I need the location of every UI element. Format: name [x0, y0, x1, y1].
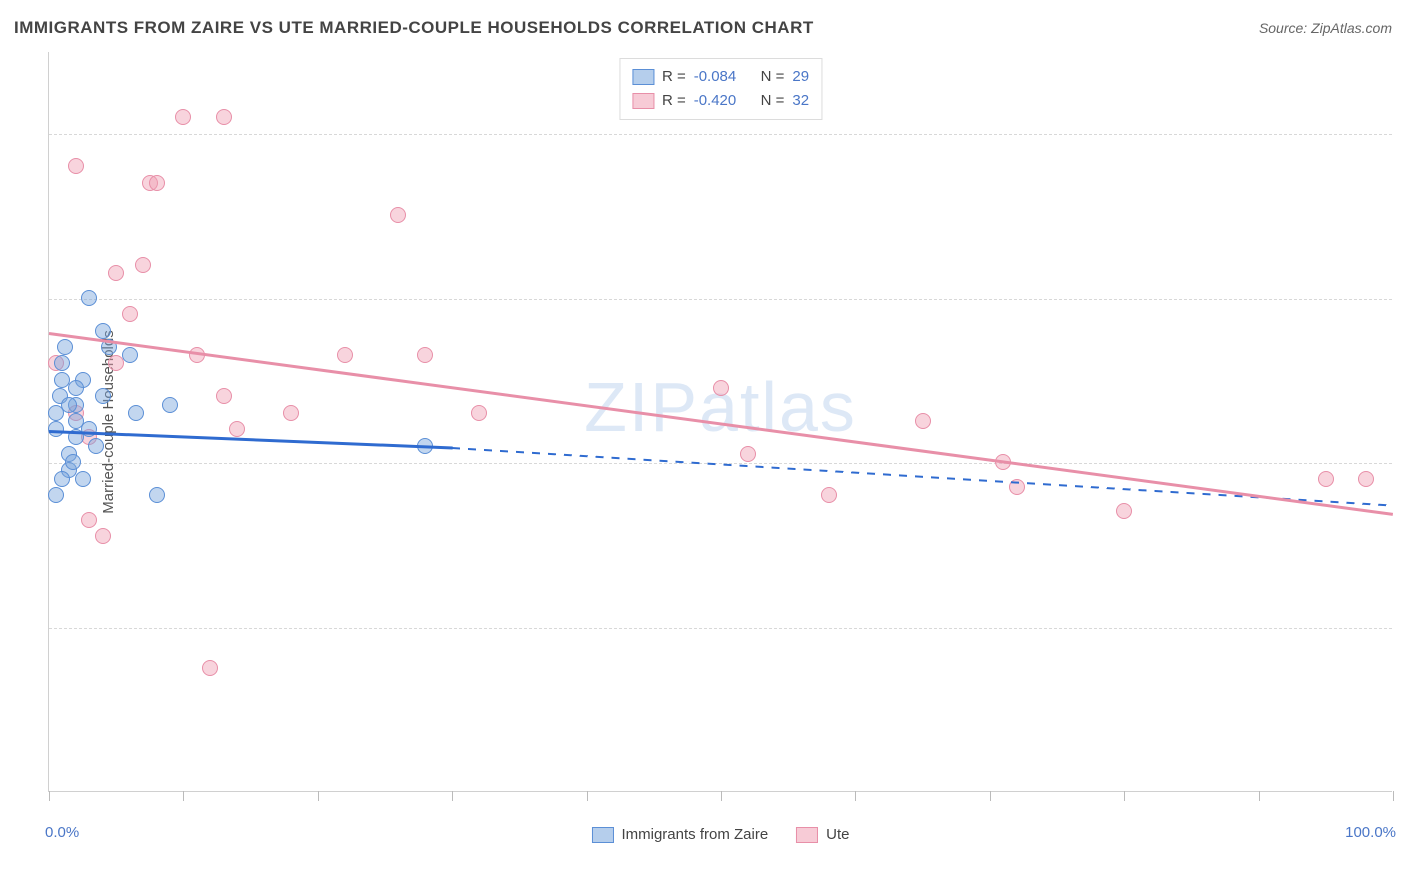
- legend-label-blue: Immigrants from Zaire: [621, 826, 768, 843]
- x-tick: [855, 791, 856, 801]
- data-point-pink: [337, 347, 353, 363]
- data-point-pink: [821, 487, 837, 503]
- x-tick: [990, 791, 991, 801]
- swatch-blue-icon: [591, 827, 613, 843]
- data-point-pink: [175, 109, 191, 125]
- data-point-pink: [417, 347, 433, 363]
- x-tick: [1393, 791, 1394, 801]
- scatter-plot-area: Married-couple Households ZIPatlas R = -…: [48, 52, 1392, 792]
- trend-line: [452, 447, 1393, 506]
- gridline-h: [49, 628, 1392, 629]
- data-point-blue: [95, 323, 111, 339]
- data-point-pink: [713, 380, 729, 396]
- data-point-pink: [915, 413, 931, 429]
- r-label: R =: [662, 89, 686, 113]
- data-point-pink: [68, 158, 84, 174]
- x-tick: [49, 791, 50, 801]
- data-point-pink: [149, 175, 165, 191]
- data-point-blue: [81, 421, 97, 437]
- legend-row-blue: R = -0.084 N = 29: [632, 65, 809, 89]
- x-tick: [721, 791, 722, 801]
- x-tick: [587, 791, 588, 801]
- data-point-blue: [162, 397, 178, 413]
- swatch-blue-icon: [632, 69, 654, 85]
- trend-line: [49, 332, 1393, 515]
- data-point-pink: [81, 512, 97, 528]
- data-point-blue: [149, 487, 165, 503]
- data-point-pink: [390, 207, 406, 223]
- data-point-pink: [229, 421, 245, 437]
- data-point-blue: [128, 405, 144, 421]
- chart-title: IMMIGRANTS FROM ZAIRE VS UTE MARRIED-COU…: [14, 18, 814, 38]
- n-label: N =: [761, 89, 785, 113]
- data-point-blue: [122, 347, 138, 363]
- legend-row-pink: R = -0.420 N = 32: [632, 89, 809, 113]
- data-point-pink: [283, 405, 299, 421]
- data-point-pink: [108, 265, 124, 281]
- data-point-blue: [95, 388, 111, 404]
- data-point-blue: [61, 397, 77, 413]
- r-value-blue: -0.084: [694, 65, 737, 89]
- data-point-blue: [65, 454, 81, 470]
- legend-item-blue: Immigrants from Zaire: [591, 826, 768, 843]
- correlation-legend: R = -0.084 N = 29 R = -0.420 N = 32: [619, 58, 822, 120]
- data-point-pink: [122, 306, 138, 322]
- data-point-pink: [216, 109, 232, 125]
- data-point-blue: [81, 290, 97, 306]
- data-point-blue: [48, 487, 64, 503]
- x-axis-max-label: 100.0%: [1345, 824, 1396, 841]
- data-point-pink: [95, 528, 111, 544]
- data-point-blue: [68, 380, 84, 396]
- swatch-pink-icon: [796, 827, 818, 843]
- data-point-pink: [1318, 471, 1334, 487]
- data-point-pink: [1116, 503, 1132, 519]
- legend-label-pink: Ute: [826, 826, 849, 843]
- source-attribution: Source: ZipAtlas.com: [1259, 20, 1392, 36]
- swatch-pink-icon: [632, 93, 654, 109]
- data-point-blue: [75, 471, 91, 487]
- x-axis-min-label: 0.0%: [45, 824, 79, 841]
- r-label: R =: [662, 65, 686, 89]
- data-point-blue: [88, 438, 104, 454]
- data-point-blue: [54, 471, 70, 487]
- r-value-pink: -0.420: [694, 89, 737, 113]
- data-point-blue: [57, 339, 73, 355]
- data-point-blue: [54, 355, 70, 371]
- gridline-h: [49, 299, 1392, 300]
- data-point-pink: [202, 660, 218, 676]
- gridline-h: [49, 134, 1392, 135]
- n-value-pink: 32: [792, 89, 809, 113]
- n-value-blue: 29: [792, 65, 809, 89]
- x-tick: [318, 791, 319, 801]
- x-tick: [183, 791, 184, 801]
- series-legend: Immigrants from Zaire Ute: [591, 826, 849, 843]
- x-tick: [1259, 791, 1260, 801]
- data-point-pink: [216, 388, 232, 404]
- data-point-pink: [740, 446, 756, 462]
- source-name: ZipAtlas.com: [1311, 20, 1392, 36]
- legend-item-pink: Ute: [796, 826, 849, 843]
- x-tick: [452, 791, 453, 801]
- n-label: N =: [761, 65, 785, 89]
- data-point-pink: [1358, 471, 1374, 487]
- data-point-pink: [471, 405, 487, 421]
- x-tick: [1124, 791, 1125, 801]
- source-label: Source:: [1259, 20, 1311, 36]
- data-point-pink: [135, 257, 151, 273]
